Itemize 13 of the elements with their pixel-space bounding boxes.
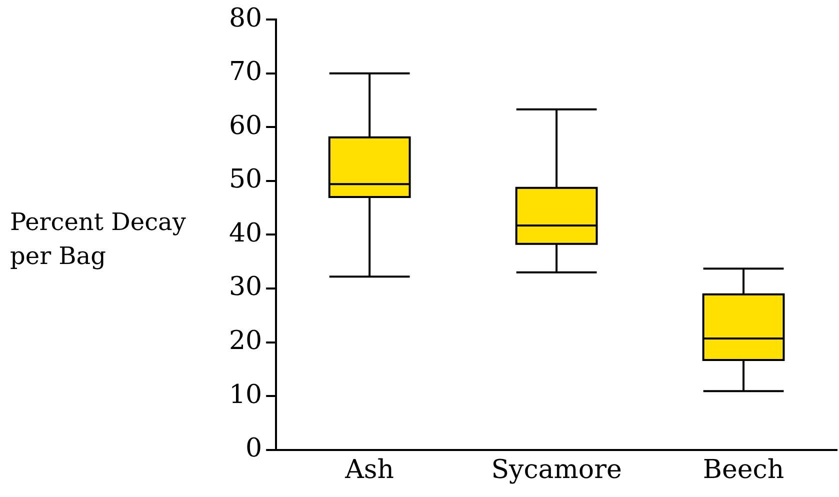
y-tick-label: 30 xyxy=(228,272,262,302)
x-tick-label: Beech xyxy=(702,455,784,486)
y-tick-label: 80 xyxy=(228,3,262,34)
y-tick-label: 50 xyxy=(228,164,262,195)
x-tick-label: Sycamore xyxy=(491,455,622,486)
y-tick-label: 10 xyxy=(228,380,262,410)
y-tick-label: 20 xyxy=(228,326,262,356)
y-tick-label: 60 xyxy=(228,110,262,141)
y-tick-label: 40 xyxy=(228,218,262,248)
x-tick-label: Ash xyxy=(344,455,394,486)
y-axis-title: Percent Decay per Bag xyxy=(10,207,187,272)
y-tick-label: 70 xyxy=(228,57,262,88)
y-tick-label: 0 xyxy=(246,434,262,464)
